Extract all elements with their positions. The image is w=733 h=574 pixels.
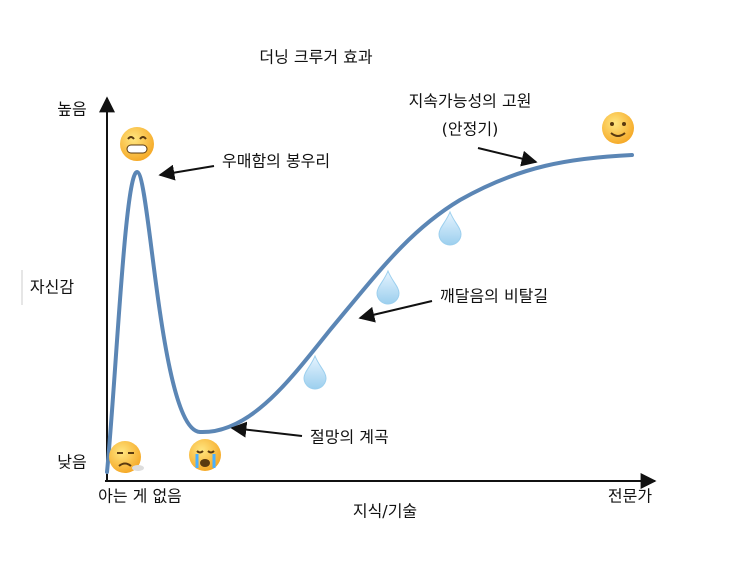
y-high: 높음 (57, 100, 86, 119)
drop (303, 354, 327, 390)
emoji-smile (602, 112, 634, 144)
drop (376, 269, 400, 305)
annotation: 깨달음의 비탈길 (440, 287, 548, 306)
annotation: 절망의 계곡 (310, 428, 389, 447)
drop (438, 210, 462, 246)
emoji-crying (189, 439, 221, 471)
y-low: 낮음 (57, 453, 86, 472)
arrow (477, 147, 538, 167)
emoji-sad (109, 441, 144, 473)
x-label: 지식/기술 (353, 502, 417, 521)
arrow (158, 164, 215, 181)
arrow (358, 300, 433, 323)
x-high: 전문가 (608, 487, 652, 506)
annotation: 우매함의 봉우리 (222, 152, 330, 171)
title: 더닝 크루거 효과 (259, 48, 372, 67)
curve (105, 153, 634, 474)
annotation: 지속가능성의 고원 (409, 92, 532, 111)
arrow (230, 421, 303, 438)
emoji-grin (120, 127, 154, 161)
annotation-sub: (안정기) (442, 120, 499, 139)
x-low: 아는 게 없음 (98, 487, 182, 506)
y-label: 자신감 (30, 278, 74, 297)
